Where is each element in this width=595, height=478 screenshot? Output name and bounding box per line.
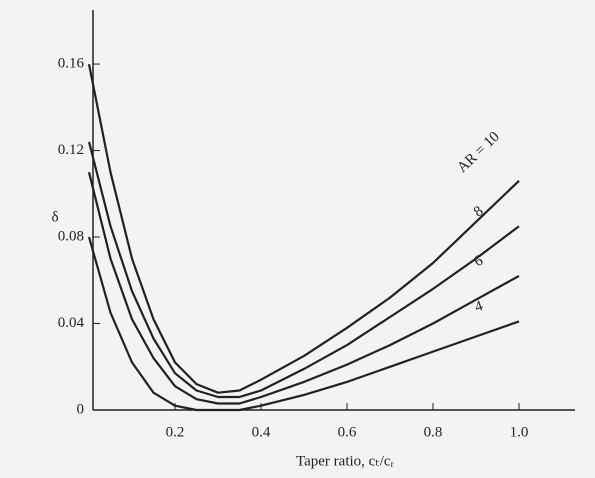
y-axis-label: δ bbox=[51, 209, 58, 225]
chart: δ Taper ratio, cₜ/cᵣ 0 0.04 0.08 0.12 0.16 0.… bbox=[0, 0, 595, 478]
series-label: 6 bbox=[472, 252, 487, 270]
x-axis-label: Taper ratio, cₜ/cᵣ bbox=[296, 453, 395, 469]
y-tick-label: 0 bbox=[77, 401, 85, 417]
x-tick-label: 0.4 bbox=[252, 424, 271, 440]
series-label: 8 bbox=[471, 203, 486, 220]
y-tick-label: 0.08 bbox=[58, 228, 84, 244]
x-tick-label: 1.0 bbox=[510, 424, 529, 440]
x-tick-label: 0.8 bbox=[424, 424, 443, 440]
y-tick-label: 0.04 bbox=[58, 315, 85, 331]
series-label: 4 bbox=[473, 298, 486, 316]
line bbox=[89, 237, 519, 410]
x-tick-label: 0.2 bbox=[166, 424, 185, 440]
x-tick-label: 0.6 bbox=[338, 424, 357, 440]
y-tick-label: 0.12 bbox=[58, 142, 84, 158]
y-tick-label: 0.16 bbox=[58, 55, 85, 71]
series-label: AR = 10 bbox=[454, 129, 503, 176]
page: δ Taper ratio, cₜ/cᵣ 0 0.04 0.08 0.12 0.16 0.… bbox=[0, 0, 595, 478]
